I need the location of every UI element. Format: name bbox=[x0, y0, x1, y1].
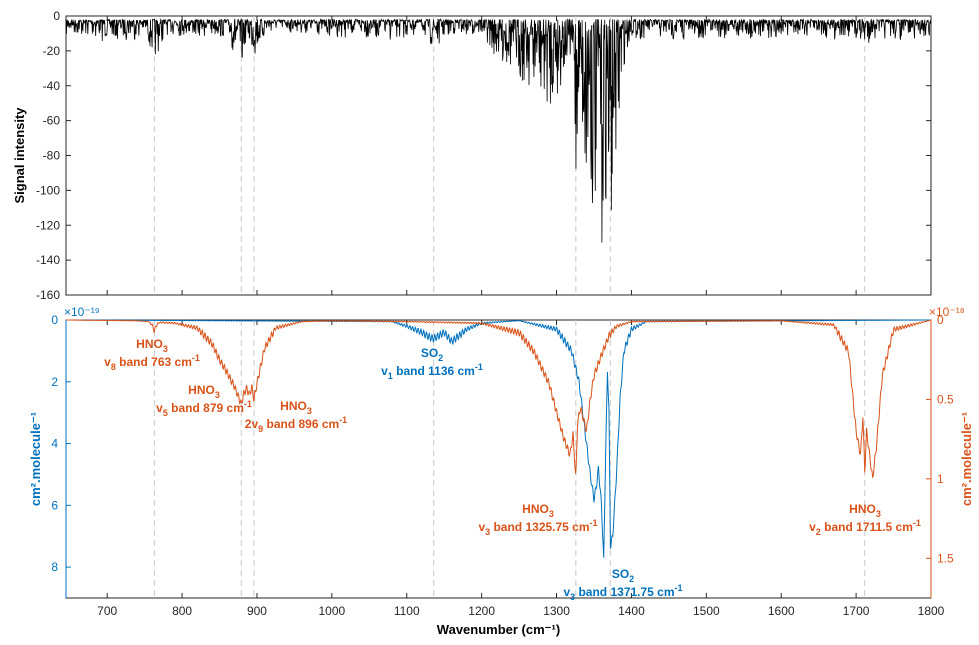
top-y-axis-label: Signal intensity bbox=[12, 107, 27, 204]
annotation-species: HNO3 bbox=[849, 502, 881, 519]
x-tick-label: 1100 bbox=[394, 604, 420, 618]
bottom-plot-area bbox=[65, 319, 932, 599]
left-y-tick-label: 0 bbox=[51, 313, 58, 327]
x-tick-label: 1600 bbox=[768, 604, 795, 618]
x-tick-label: 800 bbox=[172, 604, 192, 618]
annotation-band: v8 band 763 cm-1 bbox=[104, 353, 200, 372]
top-y-tick-label: -100 bbox=[36, 183, 60, 197]
annotation-band: v5 band 879 cm-1 bbox=[156, 399, 252, 418]
right-y-tick-label: 1.5 bbox=[937, 551, 954, 565]
annotation-species: HNO3 bbox=[188, 383, 220, 400]
x-axis-label: Wavenumber (cm⁻¹) bbox=[437, 622, 560, 637]
signal-line bbox=[65, 17, 932, 243]
top-y-tick-label: -140 bbox=[36, 253, 60, 267]
top-y-tick-label: -40 bbox=[43, 79, 61, 93]
left-y-tick-label: 2 bbox=[51, 375, 58, 389]
x-tick-label: 1500 bbox=[693, 604, 720, 618]
top-y-tick-label: -160 bbox=[36, 288, 60, 302]
left-y-tick-label: 8 bbox=[51, 560, 58, 574]
annotation-band: v2 band 1711.5 cm-1 bbox=[809, 518, 921, 537]
right-y-exponent: ×10⁻¹⁸ bbox=[929, 305, 965, 319]
annotation-species: HNO3 bbox=[280, 399, 312, 416]
x-tick-label: 900 bbox=[247, 604, 267, 618]
top-y-tick-label: -60 bbox=[43, 114, 61, 128]
left-y-axis-label: cm².molecule⁻¹ bbox=[28, 412, 43, 506]
right-y-axis-label: cm².molecule⁻¹ bbox=[959, 412, 974, 506]
annotation-species: HNO3 bbox=[136, 337, 168, 354]
top-y-tick-label: 0 bbox=[53, 9, 60, 23]
right-y-tick-label: 0 bbox=[937, 313, 944, 327]
top-plot-area bbox=[65, 15, 932, 296]
annotation-band: 2v9 band 896 cm-1 bbox=[245, 415, 347, 434]
top-y-tick-label: -120 bbox=[36, 218, 60, 232]
top-y-tick-label: -20 bbox=[43, 44, 61, 58]
left-y-tick-label: 6 bbox=[51, 498, 58, 512]
top-y-tick-label: -80 bbox=[43, 149, 61, 163]
right-y-tick-label: 0.5 bbox=[937, 392, 954, 406]
left-y-tick-label: 4 bbox=[51, 437, 58, 451]
x-tick-label: 1700 bbox=[843, 604, 870, 618]
annotation-band: v3 band 1325.75 cm-1 bbox=[478, 518, 597, 537]
top-panel: 0 -20 -40 -60 -80 -100 -120 -140 -160 Signal inte… bbox=[12, 9, 932, 302]
x-tick-label: 1300 bbox=[543, 604, 570, 618]
annotation-band: v1 band 1136 cm-1 bbox=[381, 362, 483, 381]
x-tick-label: 700 bbox=[97, 604, 117, 618]
x-tick-label: 1200 bbox=[468, 604, 495, 618]
annotation-species: HNO3 bbox=[522, 502, 554, 519]
x-tick-label: 1000 bbox=[319, 604, 346, 618]
x-tick-label: 1800 bbox=[918, 604, 945, 618]
x-tick-label: 1400 bbox=[618, 604, 645, 618]
right-y-tick-label: 1 bbox=[937, 472, 944, 486]
bottom-panel: 700 800 900 1000 1100 1200 1300 1400 1500 1600 170… bbox=[28, 305, 974, 637]
hno3-cross-section-line bbox=[66, 319, 932, 479]
annotation-species: SO2 bbox=[421, 346, 443, 363]
annotation-band: v3 band 1371.75 cm-1 bbox=[563, 583, 682, 602]
left-y-exponent: ×10⁻¹⁹ bbox=[64, 305, 100, 319]
annotation-species: SO2 bbox=[612, 567, 634, 584]
